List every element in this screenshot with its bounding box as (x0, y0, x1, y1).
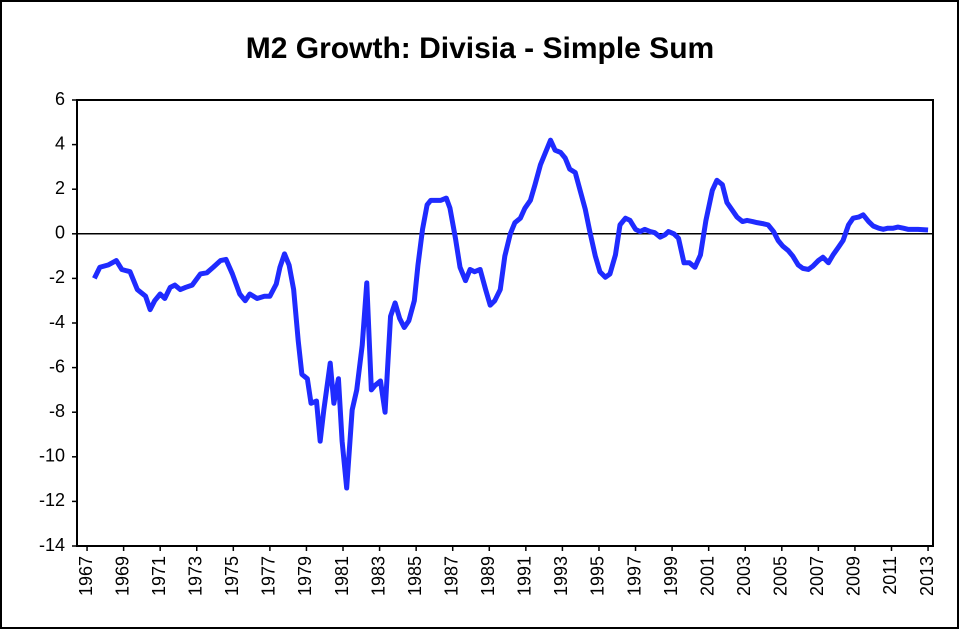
x-tick-label: 2007 (807, 556, 827, 596)
y-tick-label: 2 (55, 178, 65, 198)
x-tick-label: 1977 (259, 556, 279, 596)
chart-title: M2 Growth: Divisia - Simple Sum (246, 32, 714, 65)
x-tick-label: 2011 (880, 556, 900, 595)
x-tick-label: 1995 (588, 556, 608, 596)
x-tick-label: 2013 (917, 556, 937, 596)
x-tick-label: 2005 (771, 556, 791, 596)
x-tick-label: 1997 (624, 556, 644, 596)
y-tick-label: -2 (49, 267, 65, 287)
y-tick-label: -10 (39, 446, 65, 466)
x-tick-label: 1999 (661, 556, 681, 596)
data-line (92, 137, 929, 491)
x-tick-label: 1987 (441, 556, 461, 596)
x-tick-label: 1979 (295, 556, 315, 596)
y-tick-label: 6 (55, 89, 65, 109)
x-tick-label: 2009 (844, 556, 864, 596)
x-tick-label: 1971 (149, 556, 169, 596)
y-tick-label: -14 (39, 535, 65, 555)
y-tick-label: 4 (55, 133, 65, 153)
x-tick-label: 1973 (186, 556, 206, 596)
y-tick-label: -8 (49, 401, 65, 421)
x-tick-label: 1981 (332, 556, 352, 596)
y-tick-label: 0 (55, 223, 65, 243)
x-tick-label: 2003 (734, 556, 754, 596)
x-tick-label: 1969 (112, 556, 132, 596)
x-tick-label: 1967 (76, 556, 96, 596)
x-tick-label: 1993 (551, 556, 571, 596)
x-tick-label: 2001 (697, 556, 717, 596)
y-tick-label: -4 (49, 312, 65, 332)
x-tick-label: 1985 (405, 556, 425, 596)
x-tick-label: 1989 (478, 556, 498, 596)
x-tick-label: 1991 (515, 556, 535, 596)
y-tick-label: -12 (39, 490, 65, 510)
y-tick-label: -6 (49, 356, 65, 376)
x-tick-label: 1983 (368, 556, 388, 596)
x-tick-label: 1975 (222, 556, 242, 596)
